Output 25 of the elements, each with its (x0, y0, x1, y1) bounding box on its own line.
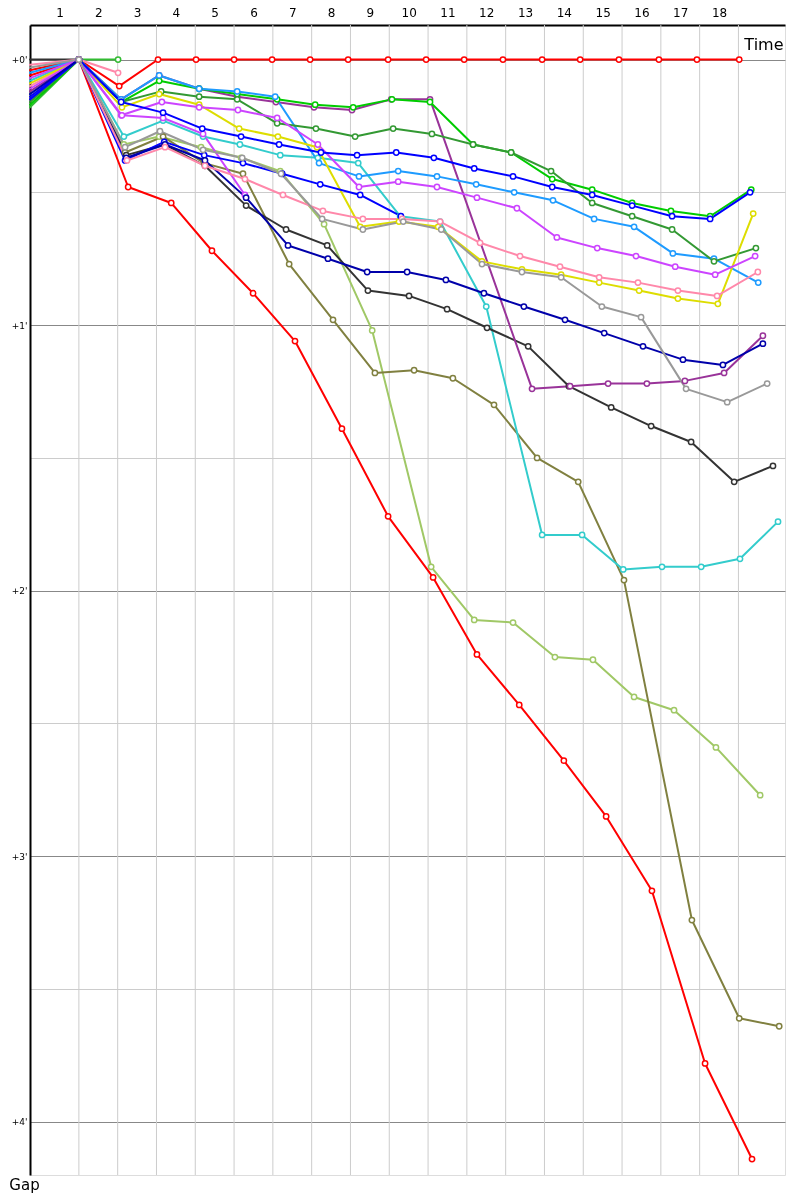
x-axis-title: Time (743, 34, 784, 54)
y-tick-label: +0' (11, 55, 28, 66)
x-tick-label: 3 (133, 5, 142, 20)
x-tick-label: 10 (401, 5, 417, 20)
x-tick-label: 8 (327, 5, 336, 20)
y-tick-label: +3' (11, 851, 28, 862)
x-tick-label: 14 (556, 5, 572, 20)
y-tick-label: +2' (11, 586, 28, 597)
y-tick-label: +1' (11, 320, 28, 331)
x-tick-label: 13 (517, 5, 534, 20)
x-tick-label: 15 (595, 5, 611, 20)
x-tick-label: 17 (673, 5, 689, 20)
x-tick-label: 1 (56, 5, 64, 20)
x-tick-label: 6 (250, 5, 258, 20)
y-axis-title: Gap (9, 1175, 40, 1194)
x-tick-label: 12 (479, 5, 495, 20)
x-tick-label: 5 (211, 5, 219, 20)
x-tick-label: 2 (94, 5, 103, 20)
x-tick-label: 16 (634, 5, 650, 20)
x-tick-label: 18 (711, 5, 728, 20)
x-tick-label: 9 (366, 5, 375, 20)
y-tick-label: +4' (11, 1117, 28, 1128)
x-tick-label: 7 (288, 5, 297, 20)
x-tick-label: 11 (440, 5, 456, 20)
x-tick-label: 4 (172, 5, 181, 20)
